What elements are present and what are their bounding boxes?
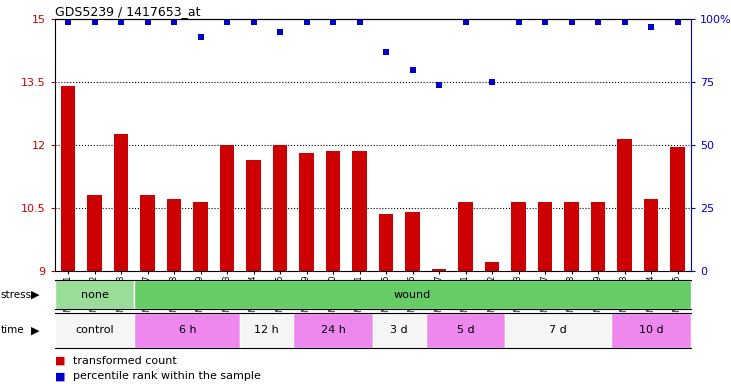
Text: stress: stress <box>1 290 32 300</box>
Text: 12 h: 12 h <box>254 325 279 335</box>
Bar <box>240 313 293 348</box>
Bar <box>352 151 367 271</box>
Bar <box>193 202 208 271</box>
Point <box>168 19 180 25</box>
Bar <box>617 139 632 271</box>
Point <box>618 19 630 25</box>
Text: ▶: ▶ <box>31 325 40 335</box>
Text: 3 d: 3 d <box>390 325 408 335</box>
Point <box>221 19 233 25</box>
Bar <box>293 313 373 348</box>
Text: time: time <box>1 325 24 335</box>
Bar <box>55 313 135 348</box>
Bar <box>611 313 691 348</box>
Text: 5 d: 5 d <box>457 325 474 335</box>
Text: transformed count: transformed count <box>73 356 177 366</box>
Bar <box>135 280 691 309</box>
Text: none: none <box>80 290 108 300</box>
Bar <box>505 313 611 348</box>
Bar <box>644 199 659 271</box>
Bar <box>458 202 473 271</box>
Bar <box>220 145 235 271</box>
Point <box>62 19 74 25</box>
Text: 6 h: 6 h <box>178 325 196 335</box>
Text: GDS5239 / 1417653_at: GDS5239 / 1417653_at <box>55 5 200 18</box>
Bar <box>167 199 181 271</box>
Bar <box>564 202 579 271</box>
Bar <box>140 195 155 271</box>
Bar <box>373 313 425 348</box>
Text: ■: ■ <box>55 371 65 381</box>
Point <box>433 81 445 88</box>
Point <box>354 19 366 25</box>
Point <box>566 19 577 25</box>
Point <box>194 34 206 40</box>
Bar <box>405 212 420 271</box>
Point <box>380 49 392 55</box>
Bar <box>299 153 314 271</box>
Text: 10 d: 10 d <box>639 325 663 335</box>
Bar <box>591 202 605 271</box>
Point <box>300 19 312 25</box>
Bar <box>425 313 505 348</box>
Bar <box>114 134 129 271</box>
Point <box>539 19 551 25</box>
Point <box>486 79 498 85</box>
Bar <box>61 86 75 271</box>
Point <box>142 19 154 25</box>
Text: 24 h: 24 h <box>321 325 346 335</box>
Point <box>512 19 524 25</box>
Text: control: control <box>75 325 114 335</box>
Bar <box>379 214 393 271</box>
Point <box>592 19 604 25</box>
Text: 7 d: 7 d <box>550 325 567 335</box>
Bar <box>511 202 526 271</box>
Bar <box>246 160 261 271</box>
Point <box>460 19 471 25</box>
Point <box>406 66 418 73</box>
Point <box>248 19 260 25</box>
Text: wound: wound <box>394 290 431 300</box>
Bar <box>55 280 135 309</box>
Bar <box>432 269 447 271</box>
Point <box>672 19 683 25</box>
Bar <box>326 151 341 271</box>
Bar <box>87 195 102 271</box>
Point <box>115 19 127 25</box>
Bar <box>670 147 685 271</box>
Point <box>645 24 657 30</box>
Bar <box>273 145 287 271</box>
Text: percentile rank within the sample: percentile rank within the sample <box>73 371 261 381</box>
Bar <box>135 313 240 348</box>
Text: ■: ■ <box>55 356 65 366</box>
Point <box>88 19 100 25</box>
Point <box>274 29 286 35</box>
Point <box>327 19 339 25</box>
Bar <box>538 202 553 271</box>
Text: ▶: ▶ <box>31 290 40 300</box>
Bar <box>485 262 499 271</box>
